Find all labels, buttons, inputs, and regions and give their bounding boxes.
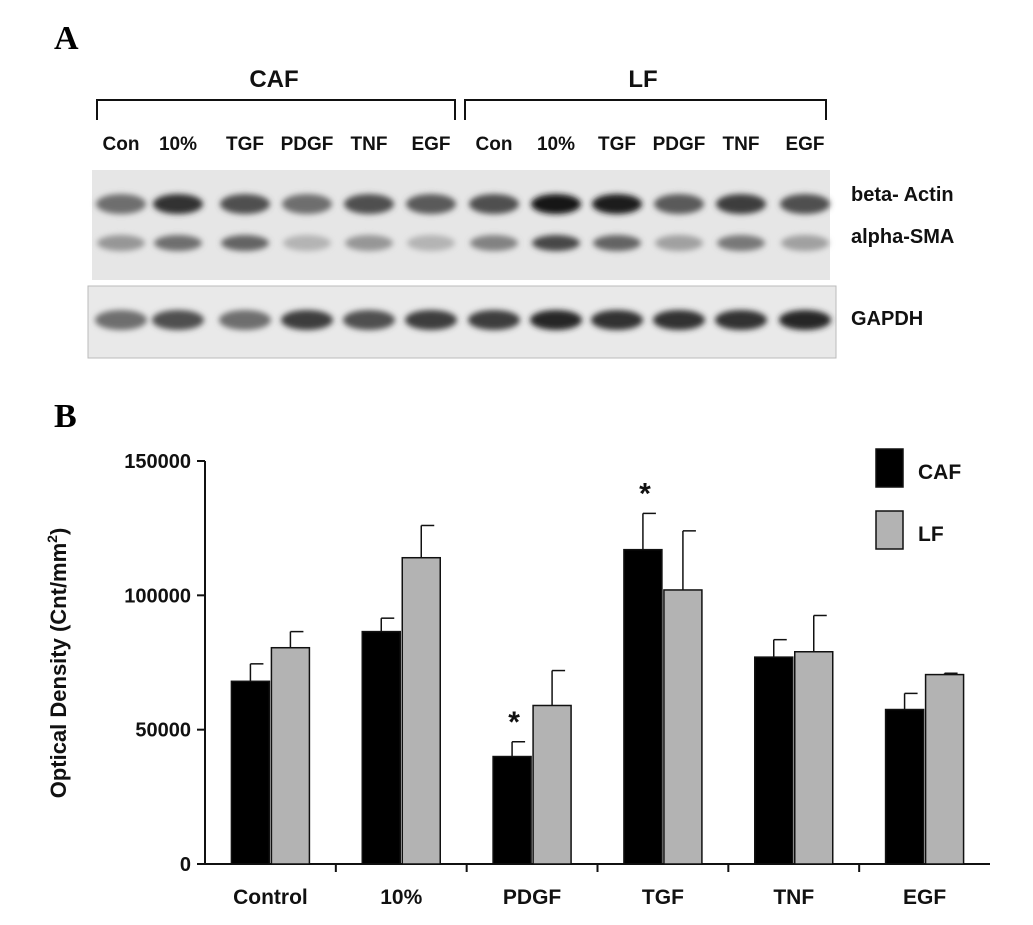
- lane-label: TGF: [598, 134, 636, 155]
- y-axis-label: Optical Density (Cnt/mm2): [44, 528, 71, 799]
- bar-caf: [361, 630, 401, 865]
- legend-swatch-lf: [875, 510, 904, 550]
- x-tick-label: PDGF: [503, 886, 562, 909]
- x-tick-label: EGF: [903, 886, 946, 909]
- bar-lf: [924, 673, 965, 865]
- lane-label: TGF: [226, 134, 264, 155]
- alpha-sma-band: [470, 235, 518, 251]
- alpha-sma-band: [532, 235, 580, 251]
- alpha-sma-band: [717, 235, 765, 251]
- band-label-alpha-sma: alpha-SMA: [851, 226, 955, 248]
- bar-caf: [623, 548, 663, 865]
- bar-caf: [884, 708, 925, 865]
- bar-lf: [794, 651, 834, 865]
- bar-lf: [532, 704, 572, 865]
- gapdh-band: [653, 310, 705, 330]
- group-label-lf: LF: [628, 66, 658, 93]
- y-axis-label-close: ): [46, 528, 71, 535]
- lane-label: Con: [475, 134, 513, 155]
- bar-caf: [754, 656, 794, 865]
- beta-actin-band: [780, 194, 830, 214]
- legend-label-lf: LF: [918, 523, 944, 546]
- gapdh-band: [219, 310, 271, 330]
- bar-lf: [401, 556, 441, 865]
- y-tick-label: 0: [180, 854, 191, 876]
- band-label-beta-actin: beta- Actin: [851, 184, 954, 206]
- lane-label: EGF: [411, 134, 451, 155]
- panel-a-letter: A: [54, 20, 79, 57]
- beta-actin-band: [592, 194, 642, 214]
- alpha-sma-band: [345, 235, 393, 251]
- beta-actin-band: [153, 194, 203, 214]
- gapdh-band: [779, 310, 831, 330]
- lane-label: TNF: [722, 134, 760, 155]
- x-tick-label: Control: [233, 886, 308, 909]
- y-tick-label: 50000: [135, 720, 191, 742]
- gapdh-band: [715, 310, 767, 330]
- gapdh-band: [281, 310, 333, 330]
- band-label-gapdh: GAPDH: [851, 308, 924, 330]
- blot-bottom-membrane: [87, 285, 837, 359]
- panel-b-letter: B: [54, 398, 77, 435]
- gapdh-band: [530, 310, 582, 330]
- lane-label: PDGF: [652, 134, 706, 155]
- lane-label: 10%: [158, 134, 198, 155]
- alpha-sma-band: [407, 235, 455, 251]
- alpha-sma-band: [221, 235, 269, 251]
- y-axis-label-superscript: 2: [44, 535, 60, 543]
- significance-mark: *: [639, 477, 651, 510]
- lane-label: EGF: [785, 134, 825, 155]
- x-tick-label: 10%: [380, 886, 422, 909]
- western-blot: [87, 99, 837, 359]
- lane-label: 10%: [536, 134, 576, 155]
- blot-top-membrane: [92, 170, 830, 280]
- gapdh-band: [405, 310, 457, 330]
- alpha-sma-band: [97, 235, 145, 251]
- bar-lf: [270, 646, 311, 865]
- gapdh-band: [95, 310, 147, 330]
- legend-swatch-caf: [875, 448, 904, 488]
- beta-actin-band: [716, 194, 766, 214]
- beta-actin-band: [469, 194, 519, 214]
- lf-bracket: [464, 99, 827, 120]
- beta-actin-band: [282, 194, 332, 214]
- beta-actin-band: [531, 194, 581, 214]
- alpha-sma-band: [655, 235, 703, 251]
- lane-label: PDGF: [280, 134, 334, 155]
- gapdh-band: [152, 310, 204, 330]
- legend-label-caf: CAF: [918, 461, 961, 484]
- beta-actin-band: [96, 194, 146, 214]
- beta-actin-band: [220, 194, 270, 214]
- gapdh-band: [343, 310, 395, 330]
- gapdh-band: [591, 310, 643, 330]
- bar-lf: [663, 589, 703, 865]
- y-tick-label: 150000: [124, 451, 191, 473]
- alpha-sma-band: [283, 235, 331, 251]
- group-label-caf: CAF: [249, 66, 299, 93]
- y-axis-label-main: Optical Density (Cnt/mm: [46, 543, 71, 798]
- caf-bracket: [96, 99, 456, 120]
- lane-label: TNF: [350, 134, 388, 155]
- beta-actin-band: [654, 194, 704, 214]
- x-tick-label: TNF: [773, 886, 814, 909]
- beta-actin-band: [344, 194, 394, 214]
- significance-mark: *: [508, 706, 520, 739]
- x-tick-label: TGF: [642, 886, 684, 909]
- alpha-sma-band: [781, 235, 829, 251]
- alpha-sma-band: [154, 235, 202, 251]
- gapdh-band: [468, 310, 520, 330]
- alpha-sma-band: [593, 235, 641, 251]
- y-tick-label: 100000: [124, 585, 191, 607]
- lane-label: Con: [102, 134, 140, 155]
- bar-caf: [492, 755, 532, 865]
- bar-caf: [230, 680, 271, 865]
- beta-actin-band: [406, 194, 456, 214]
